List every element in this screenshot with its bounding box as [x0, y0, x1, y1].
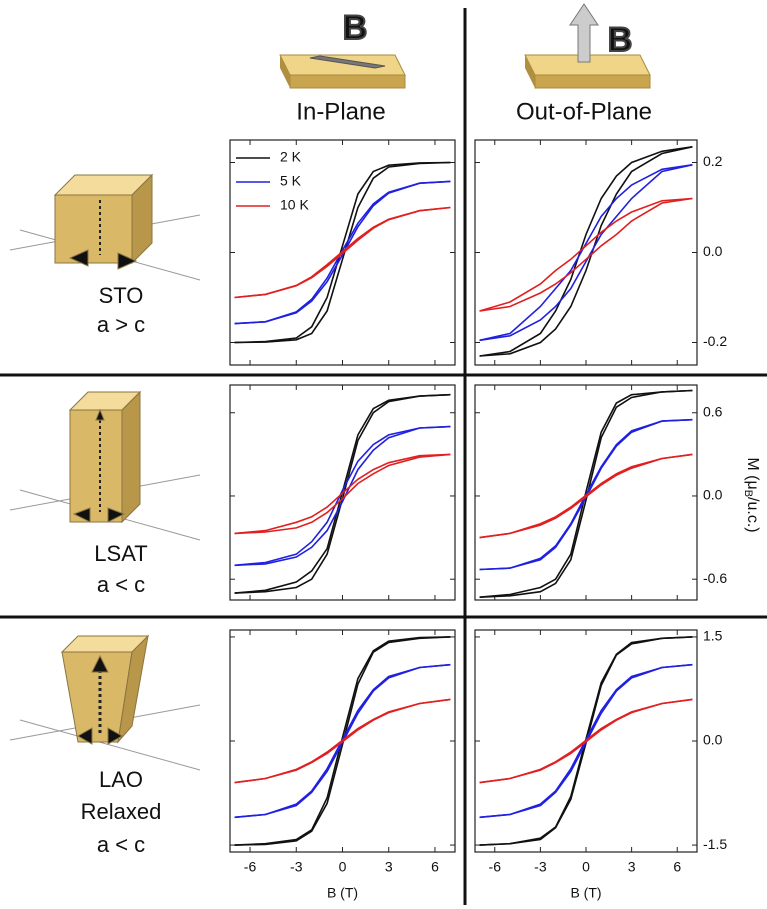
sto-cell-icon — [9, 173, 201, 281]
y-label-main: M (μ — [744, 457, 761, 489]
x-tick-label: 6 — [431, 859, 439, 875]
field-label: B — [608, 21, 633, 59]
hysteresis-branch — [234, 161, 451, 344]
row-label: STO — [99, 283, 144, 308]
hysteresis-branch — [479, 197, 693, 312]
hysteresis-branch — [479, 164, 693, 342]
x-tick-label: -6 — [244, 859, 257, 875]
hysteresis-branch — [479, 389, 693, 598]
column-header: Out-of-Plane — [516, 98, 652, 125]
hysteresis-branch — [234, 206, 451, 299]
y-tick-label: 0.6 — [703, 403, 723, 419]
y-tick-label: -0.6 — [703, 570, 727, 586]
y-label-sub: B — [742, 490, 754, 497]
y-tick-label: -0.2 — [703, 333, 727, 349]
hysteresis-branch — [479, 146, 693, 357]
plot-frame — [474, 139, 698, 366]
x-tick-label: 0 — [582, 859, 590, 875]
x-tick-label: -6 — [489, 859, 502, 875]
row-label: a > c — [97, 312, 145, 337]
y-tick-label: 0.0 — [703, 487, 723, 503]
hysteresis-branch — [234, 425, 451, 567]
column-header: In-Plane — [296, 98, 385, 125]
y-tick-label: -1.5 — [703, 836, 727, 852]
hysteresis-branch — [234, 636, 451, 846]
y-label-end: /u.c.) — [744, 497, 761, 533]
row-label: LSAT — [94, 541, 147, 566]
hysteresis-branch — [479, 164, 693, 342]
hysteresis-branch — [234, 180, 451, 325]
y-axis-label: M (μB/u.c.) — [742, 457, 761, 532]
x-tick-label: -3 — [534, 859, 547, 875]
x-tick-label: 0 — [339, 859, 347, 875]
y-tick-label: 0.0 — [703, 732, 723, 748]
hysteresis-branch — [479, 146, 693, 357]
x-tick-label: 6 — [673, 859, 681, 875]
lao-cell-icon — [9, 634, 201, 771]
x-axis-label: B (T) — [570, 885, 601, 901]
y-tick-label: 0.0 — [703, 243, 723, 259]
row-label: Relaxed — [81, 799, 162, 824]
hysteresis-branch — [479, 389, 693, 598]
out-of-plane-icon: B — [524, 3, 651, 89]
in-plane-icon: B — [279, 8, 406, 89]
row-label: a < c — [97, 832, 145, 857]
lsat-cell-icon — [9, 390, 201, 541]
hysteresis-branch — [234, 636, 451, 846]
row-label: a < c — [97, 572, 145, 597]
hysteresis-branch — [479, 453, 693, 539]
x-tick-label: 3 — [628, 859, 636, 875]
y-tick-label: 1.5 — [703, 628, 723, 644]
hysteresis-branch — [234, 453, 451, 535]
field-label: B — [343, 9, 368, 47]
y-tick-label: 0.2 — [703, 153, 723, 169]
hysteresis-branch — [479, 197, 693, 312]
hysteresis-branch — [234, 425, 451, 567]
x-tick-label: -3 — [290, 859, 303, 875]
x-axis-label: B (T) — [327, 885, 358, 901]
hysteresis-branch — [479, 453, 693, 539]
hysteresis-branch — [234, 161, 451, 344]
legend-label: 10 K — [280, 197, 309, 213]
hysteresis-branch — [234, 453, 451, 535]
hysteresis-branch — [479, 698, 693, 784]
legend-label: 2 K — [280, 149, 302, 165]
hysteresis-branch — [234, 698, 451, 784]
row-label: LAO — [99, 767, 143, 792]
x-tick-label: 3 — [385, 859, 393, 875]
legend-label: 5 K — [280, 173, 302, 189]
